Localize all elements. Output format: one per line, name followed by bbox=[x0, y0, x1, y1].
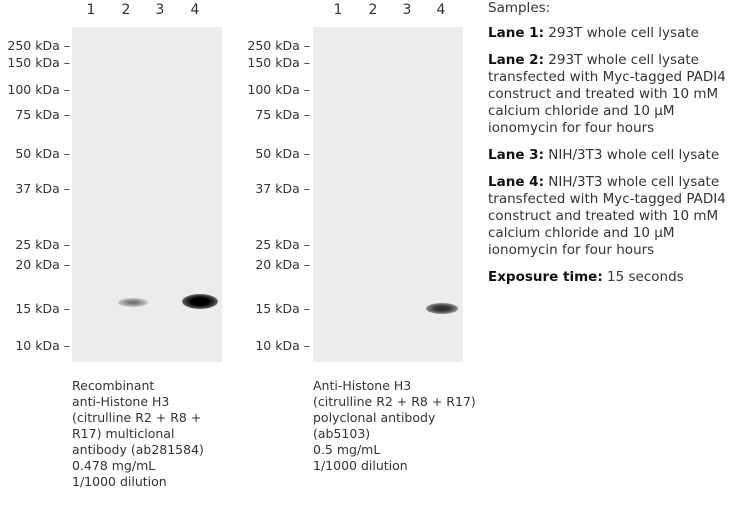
band-lane2 bbox=[118, 298, 148, 307]
sample-text: NIH/3T3 whole cell lysate bbox=[543, 147, 720, 163]
marker-25: 25 kDa – bbox=[255, 237, 310, 252]
marker-15: 15 kDa – bbox=[15, 301, 70, 316]
marker-37: 37 kDa – bbox=[255, 181, 310, 196]
marker-37: 37 kDa – bbox=[15, 181, 70, 196]
blot-2-membrane bbox=[313, 27, 463, 362]
marker-20: 20 kDa – bbox=[255, 257, 310, 272]
band-lane4 bbox=[182, 294, 218, 309]
lane-label-1: 1 bbox=[333, 2, 343, 18]
exposure-label: Exposure time: bbox=[488, 269, 603, 285]
sample-text: NIH/3T3 whole cell lysate transfected wi… bbox=[488, 174, 726, 258]
marker-10: 10 kDa – bbox=[15, 338, 70, 353]
sample-text: 293T whole cell lysate transfected with … bbox=[488, 52, 726, 136]
sample-lane-3: Lane 3: NIH/3T3 whole cell lysate bbox=[488, 147, 743, 164]
lane-label-4: 4 bbox=[190, 2, 200, 18]
lane-label-1: 1 bbox=[86, 2, 96, 18]
sample-lane-1: Lane 1: 293T whole cell lysate bbox=[488, 25, 743, 42]
blot-2-caption: Anti-Histone H3 (citrulline R2 + R8 + R1… bbox=[313, 378, 476, 473]
blot-1-caption: Recombinant anti-Histone H3 (citrulline … bbox=[72, 378, 204, 489]
sample-label: Lane 4: bbox=[488, 174, 544, 190]
lane-label-4: 4 bbox=[436, 2, 446, 18]
marker-10: 10 kDa – bbox=[255, 338, 310, 353]
sample-label: Lane 1: bbox=[488, 25, 544, 41]
samples-title: Samples: bbox=[488, 0, 551, 16]
marker-100: 100 kDa – bbox=[247, 82, 310, 97]
marker-250: 250 kDa – bbox=[247, 38, 310, 53]
marker-15: 15 kDa – bbox=[255, 301, 310, 316]
marker-50: 50 kDa – bbox=[15, 146, 70, 161]
marker-100: 100 kDa – bbox=[7, 82, 70, 97]
exposure-value: 15 seconds bbox=[602, 269, 684, 285]
marker-150: 150 kDa – bbox=[7, 55, 70, 70]
band-lane4 bbox=[426, 303, 458, 314]
marker-20: 20 kDa – bbox=[15, 257, 70, 272]
lane-label-2: 2 bbox=[368, 2, 378, 18]
blot-1-membrane bbox=[72, 27, 222, 362]
lane-label-3: 3 bbox=[155, 2, 165, 18]
sample-text: 293T whole cell lysate bbox=[543, 25, 699, 41]
sample-label: Lane 2: bbox=[488, 52, 544, 68]
marker-150: 150 kDa – bbox=[247, 55, 310, 70]
lane-label-2: 2 bbox=[121, 2, 131, 18]
marker-250: 250 kDa – bbox=[7, 38, 70, 53]
sample-lane-4: Lane 4: NIH/3T3 whole cell lysate transf… bbox=[488, 174, 743, 259]
sample-label: Lane 3: bbox=[488, 147, 544, 163]
exposure-time: Exposure time: 15 seconds bbox=[488, 269, 743, 286]
marker-50: 50 kDa – bbox=[255, 146, 310, 161]
lane-label-3: 3 bbox=[402, 2, 412, 18]
sample-lane-2: Lane 2: 293T whole cell lysate transfect… bbox=[488, 52, 743, 137]
marker-25: 25 kDa – bbox=[15, 237, 70, 252]
samples-legend: Samples: Lane 1: 293T whole cell lysate … bbox=[488, 0, 743, 296]
marker-75: 75 kDa – bbox=[15, 107, 70, 122]
marker-75: 75 kDa – bbox=[255, 107, 310, 122]
